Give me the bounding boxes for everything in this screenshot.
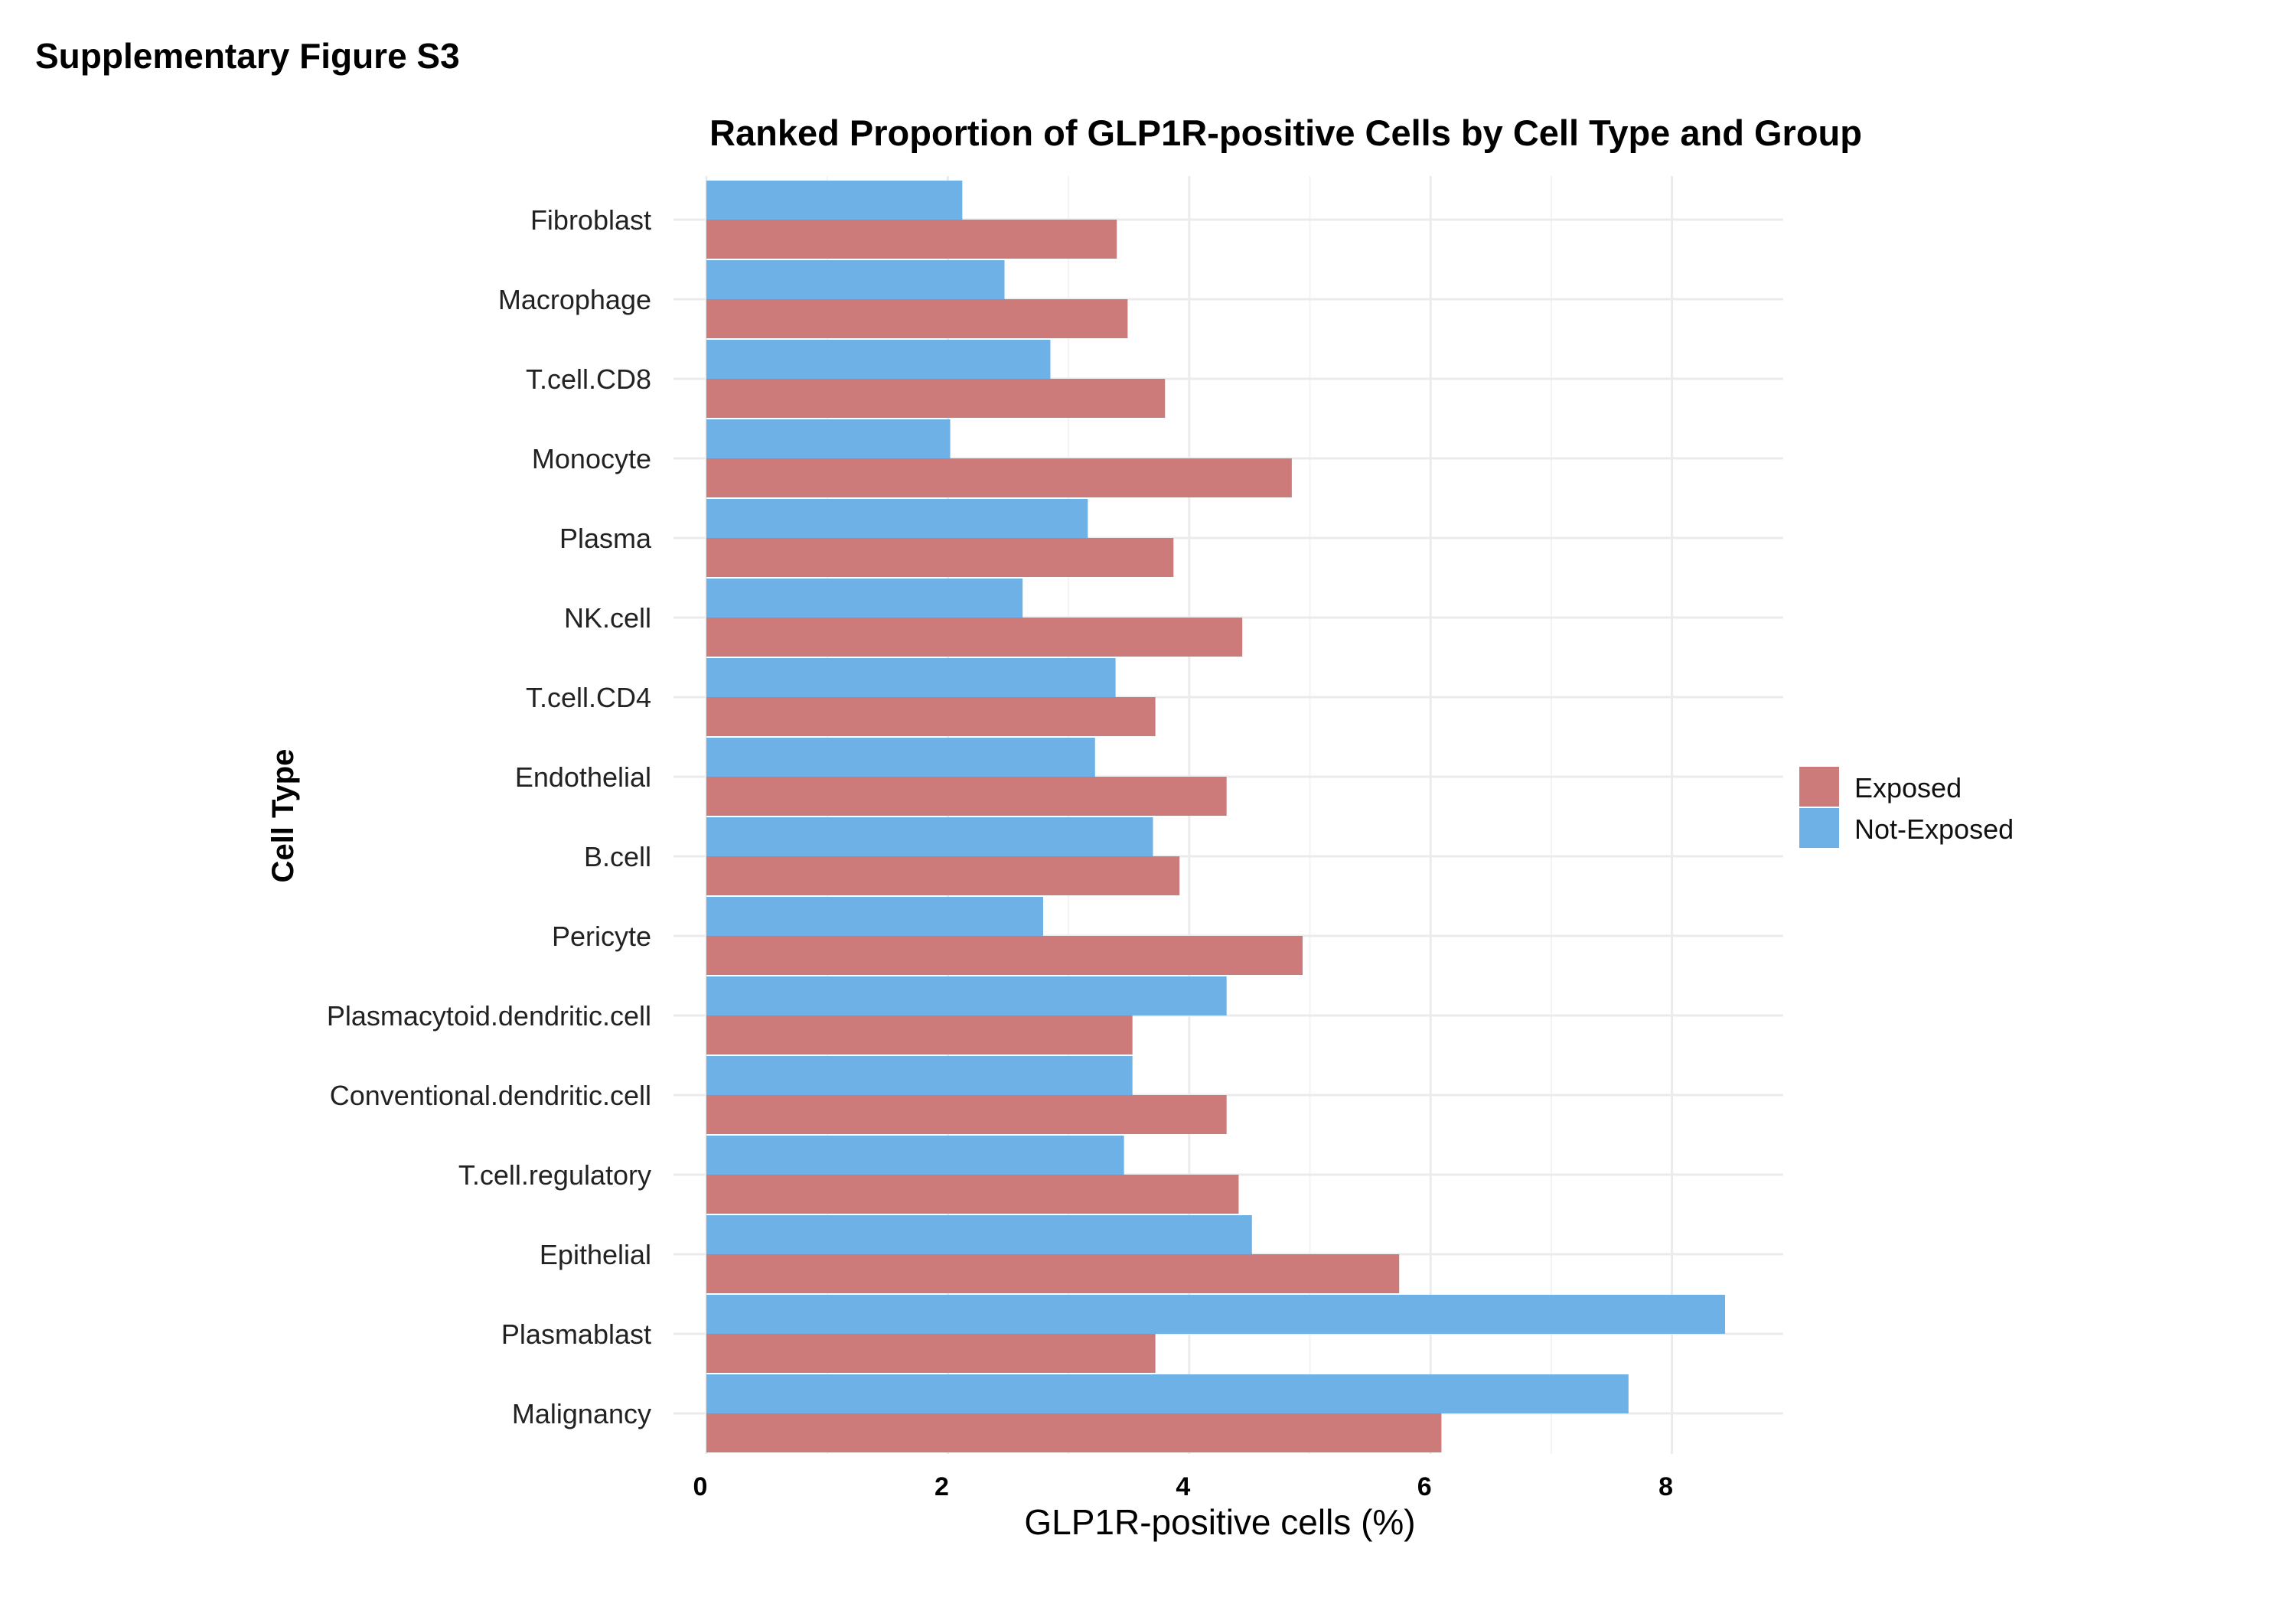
bar-not-exposed — [706, 1056, 1133, 1095]
y-tick-label: Plasma — [559, 523, 652, 554]
y-tick-label: Plasmablast — [501, 1319, 651, 1350]
bar-exposed — [706, 538, 1174, 577]
y-tick-label: Macrophage — [498, 284, 651, 315]
x-tick-label: 6 — [1417, 1472, 1432, 1501]
bar-exposed — [706, 1254, 1400, 1293]
bar-exposed — [706, 618, 1243, 657]
x-axis-ticks: 0 2 4 6 8 — [693, 1472, 1674, 1501]
bar-not-exposed — [706, 817, 1153, 856]
bar-exposed — [706, 458, 1292, 497]
chart-title: Ranked Proportion of GLP1R-positive Cell… — [709, 112, 1862, 153]
legend-label: Not-Exposed — [1854, 813, 2014, 845]
bar-not-exposed — [706, 419, 951, 458]
bar-exposed — [706, 1175, 1239, 1214]
x-tick-label: 4 — [1176, 1472, 1190, 1501]
bar-not-exposed — [706, 340, 1051, 379]
legend-swatch — [1799, 808, 1839, 848]
y-axis-ticks: Fibroblast Macrophage T.cell.CD8 Monocyte Pl… — [327, 204, 652, 1429]
y-tick-label: Conventional.dendritic.cell — [330, 1080, 651, 1111]
y-tick-label: NK.cell — [564, 602, 651, 634]
y-tick-label: T.cell.regulatory — [458, 1159, 651, 1191]
bar-exposed — [706, 379, 1166, 418]
bar-exposed — [706, 856, 1180, 895]
y-tick-label: Malignancy — [512, 1398, 651, 1429]
bar-exposed — [706, 697, 1156, 736]
bar-exposed — [706, 220, 1117, 259]
legend-label: Exposed — [1854, 772, 1962, 804]
legend-swatch — [1799, 767, 1839, 807]
bar-not-exposed — [706, 738, 1095, 777]
y-tick-label: Monocyte — [532, 443, 651, 474]
x-tick-label: 8 — [1658, 1472, 1673, 1501]
bar-not-exposed — [706, 897, 1043, 936]
bar-not-exposed — [706, 658, 1116, 697]
bar-exposed — [706, 1413, 1442, 1452]
bars — [706, 181, 1725, 1452]
bar-not-exposed — [706, 1295, 1725, 1334]
bar-not-exposed — [706, 181, 963, 220]
y-axis-label: Cell Type — [266, 749, 300, 883]
bar-exposed — [706, 936, 1303, 975]
x-tick-label: 0 — [693, 1472, 708, 1501]
x-axis-label: GLP1R-positive cells (%) — [1024, 1502, 1415, 1542]
bar-exposed — [706, 1015, 1133, 1054]
y-tick-label: Endothelial — [515, 761, 651, 793]
x-tick-label: 2 — [934, 1472, 949, 1501]
y-tick-label: T.cell.CD4 — [526, 682, 651, 713]
bar-exposed — [706, 777, 1227, 816]
bar-not-exposed — [706, 579, 1023, 618]
bar-not-exposed — [706, 1215, 1252, 1254]
y-tick-label: Plasmacytoid.dendritic.cell — [327, 1000, 651, 1032]
bar-not-exposed — [706, 1136, 1124, 1175]
bar-exposed — [706, 1334, 1156, 1373]
y-tick-label: T.cell.CD8 — [526, 363, 651, 395]
bar-exposed — [706, 1095, 1227, 1134]
bar-not-exposed — [706, 499, 1088, 538]
y-tick-label: Fibroblast — [530, 204, 651, 236]
legend: Exposed Not-Exposed — [1799, 767, 2014, 848]
y-tick-label: Epithelial — [540, 1239, 651, 1270]
bar-not-exposed — [706, 260, 1005, 299]
figure-label: Supplementary Figure S3 — [35, 36, 460, 76]
bar-exposed — [706, 299, 1128, 338]
bar-not-exposed — [706, 1374, 1629, 1413]
y-tick-label: Pericyte — [552, 921, 651, 952]
y-tick-label: B.cell — [584, 841, 651, 872]
bar-not-exposed — [706, 976, 1227, 1015]
